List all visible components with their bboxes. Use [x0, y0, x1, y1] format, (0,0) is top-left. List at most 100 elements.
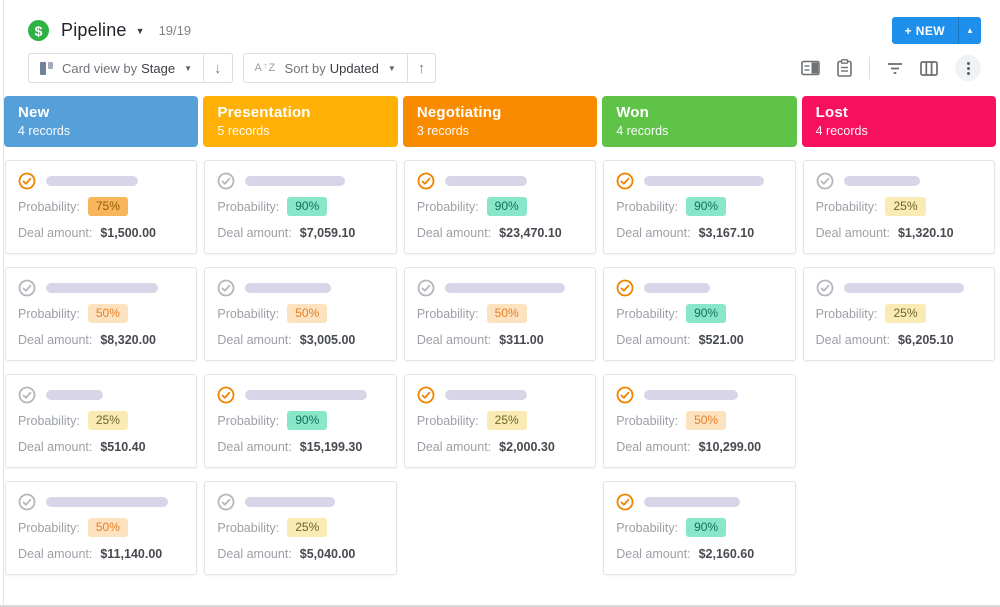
deal-card[interactable]: Probability: 50% Deal amount: $11,140.00	[5, 481, 198, 575]
deal-amount-value: $6,205.10	[897, 332, 954, 347]
deal-card[interactable]: Probability: 75% Deal amount: $1,500.00	[5, 160, 198, 254]
deal-card[interactable]: Probability: 25% Deal amount: $510.40	[5, 374, 198, 468]
clipboard-icon[interactable]	[837, 59, 852, 77]
sort-selector[interactable]: A ↑ Z Sort by Updated ▼	[244, 54, 407, 82]
kanban-column-presentation: Presentation 5 records Probability: 90% …	[203, 96, 398, 588]
check-circle-icon	[616, 172, 634, 190]
deal-card[interactable]: Probability: 90% Deal amount: $23,470.10	[403, 160, 597, 254]
probability-badge: 25%	[87, 411, 128, 430]
column-header[interactable]: Won 4 records	[602, 96, 797, 147]
title-placeholder-bar	[245, 175, 346, 186]
group-direction-button[interactable]: ↓	[203, 54, 232, 82]
sort-direction-button[interactable]: ↑	[406, 54, 436, 82]
column-record-count: 4 records	[18, 124, 71, 138]
check-circle-icon	[816, 172, 834, 190]
deal-amount-value: $521.00	[698, 332, 744, 347]
more-options-icon[interactable]	[955, 55, 981, 81]
deal-amount-value: $510.40	[100, 439, 146, 454]
check-circle-icon	[417, 279, 435, 297]
kanban-view-icon	[40, 61, 53, 75]
check-circle-icon	[417, 172, 435, 190]
probability-badge: 90%	[686, 197, 727, 216]
check-circle-icon	[18, 493, 36, 511]
column-cards: Probability: 90% Deal amount: $23,470.10…	[403, 147, 597, 468]
title-placeholder-bar	[245, 389, 368, 400]
column-cards: Probability: 75% Deal amount: $1,500.00 …	[4, 147, 198, 575]
deal-card[interactable]: Probability: 50% Deal amount: $8,320.00	[5, 267, 198, 361]
probability-label: Probability:	[616, 413, 679, 428]
deal-amount-value: $2,160.60	[698, 546, 755, 561]
title-placeholder-bar	[644, 175, 765, 186]
deal-card[interactable]: Probability: 90% Deal amount: $15,199.30	[204, 374, 397, 468]
filter-icon[interactable]	[887, 61, 903, 75]
expand-record-icon[interactable]	[801, 60, 820, 76]
chevron-down-icon: ▼	[387, 63, 396, 73]
title-placeholder-bar	[245, 282, 332, 293]
column-header[interactable]: Negotiating 3 records	[402, 96, 598, 147]
chevron-down-icon: ▼	[184, 63, 193, 73]
deal-amount-label: Deal amount:	[616, 546, 691, 561]
title-placeholder-bar	[644, 389, 739, 400]
card-view-prefix: Card view by	[62, 60, 138, 76]
column-header[interactable]: New 4 records	[4, 96, 199, 147]
title-placeholder-bar	[46, 282, 158, 293]
column-record-count: 4 records	[616, 124, 669, 138]
deal-amount-label: Deal amount:	[18, 439, 93, 454]
probability-label: Probability:	[416, 413, 479, 428]
deal-card[interactable]: Probability: 25% Deal amount: $1,320.10	[802, 160, 996, 254]
probability-badge: 90%	[686, 518, 727, 537]
record-count: 19/19	[158, 23, 192, 38]
check-circle-icon	[217, 493, 235, 511]
sort-prefix: Sort by	[284, 60, 326, 76]
deal-amount-label: Deal amount:	[616, 439, 691, 454]
probability-label: Probability:	[217, 520, 280, 535]
probability-badge: 25%	[486, 411, 527, 430]
deal-card[interactable]: Probability: 25% Deal amount: $6,205.10	[802, 267, 996, 361]
probability-badge: 50%	[486, 304, 527, 323]
column-cards: Probability: 90% Deal amount: $7,059.10 …	[203, 147, 397, 575]
title-dropdown-caret-icon[interactable]: ▼	[135, 25, 145, 36]
deal-card[interactable]: Probability: 25% Deal amount: $5,040.00	[204, 481, 397, 575]
column-name: New	[18, 104, 50, 121]
deal-card[interactable]: Probability: 90% Deal amount: $3,167.10	[603, 160, 796, 254]
column-name: Negotiating	[416, 104, 502, 121]
probability-badge: 50%	[287, 304, 328, 323]
deal-amount-value: $7,059.10	[299, 225, 356, 240]
deal-card[interactable]: Probability: 50% Deal amount: $3,005.00	[204, 267, 397, 361]
deal-card[interactable]: Probability: 50% Deal amount: $10,299.00	[603, 374, 796, 468]
check-circle-icon	[417, 386, 435, 404]
title-placeholder-bar	[444, 389, 527, 400]
deal-card[interactable]: Probability: 25% Deal amount: $2,000.30	[403, 374, 597, 468]
deal-amount-value: $1,500.00	[100, 225, 156, 240]
deal-amount-label: Deal amount:	[217, 546, 292, 561]
title-placeholder-bar	[843, 282, 964, 293]
deal-card[interactable]: Probability: 50% Deal amount: $311.00	[403, 267, 597, 361]
probability-label: Probability:	[18, 413, 80, 428]
toolbar-divider	[869, 57, 870, 79]
probability-label: Probability:	[815, 199, 878, 214]
column-cards: Probability: 25% Deal amount: $1,320.10 …	[802, 147, 996, 361]
check-circle-icon	[616, 493, 634, 511]
deal-card[interactable]: Probability: 90% Deal amount: $7,059.10	[204, 160, 397, 254]
check-circle-icon	[217, 386, 235, 404]
column-header[interactable]: Lost 4 records	[801, 96, 997, 147]
check-circle-icon	[217, 172, 235, 190]
column-header[interactable]: Presentation 5 records	[203, 96, 398, 147]
deal-amount-label: Deal amount:	[616, 225, 691, 240]
columns-icon[interactable]	[920, 60, 938, 76]
check-circle-icon	[616, 279, 634, 297]
probability-label: Probability:	[217, 199, 280, 214]
toolbar: Card view by Stage ▼ ↓ A ↑ Z Sort by Updat…	[0, 52, 1000, 92]
probability-label: Probability:	[217, 413, 280, 428]
new-button-dropdown[interactable]: ▲	[958, 17, 981, 44]
deal-amount-value: $311.00	[499, 332, 544, 347]
probability-label: Probability:	[616, 306, 679, 321]
new-button[interactable]: + NEW	[891, 17, 958, 44]
deal-card[interactable]: Probability: 90% Deal amount: $2,160.60	[603, 481, 796, 575]
deal-amount-label: Deal amount:	[815, 332, 890, 347]
deal-card[interactable]: Probability: 90% Deal amount: $521.00	[603, 267, 796, 361]
probability-label: Probability:	[616, 199, 679, 214]
deal-amount-label: Deal amount:	[815, 225, 890, 240]
probability-label: Probability:	[18, 306, 80, 321]
card-view-selector[interactable]: Card view by Stage ▼	[29, 54, 203, 82]
